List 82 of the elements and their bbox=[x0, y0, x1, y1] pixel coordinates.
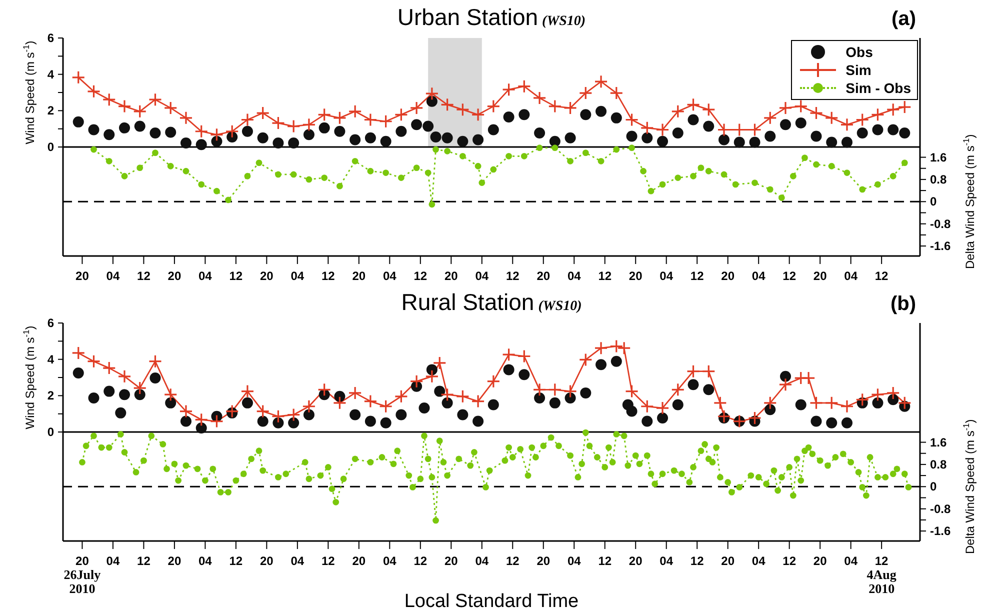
x-tick-label: 20 bbox=[721, 269, 735, 283]
x-tick-label: 12 bbox=[321, 554, 336, 568]
x-tick-label: 20 bbox=[536, 269, 550, 283]
x-tick-label: 04 bbox=[290, 554, 304, 568]
legend-label: Sim bbox=[846, 62, 872, 78]
x-tick-label: 04 bbox=[844, 269, 858, 283]
x-tick-label: 04 bbox=[567, 269, 582, 283]
x-tick-label: 12 bbox=[874, 269, 889, 283]
x-tick-label: 12 bbox=[321, 269, 336, 283]
y2-tick-label: 0 bbox=[930, 194, 937, 209]
y2-tick-label: -1.6 bbox=[930, 239, 952, 254]
x-tick-label: 04 bbox=[382, 269, 397, 283]
x-tick-label: 20 bbox=[168, 269, 182, 283]
y-tick-label: 4 bbox=[47, 352, 54, 366]
x-tick-label: 20 bbox=[444, 269, 458, 283]
x-tick-label: 12 bbox=[229, 269, 243, 283]
x-tick-label: 04 bbox=[752, 269, 766, 283]
y-tick-label: 2 bbox=[47, 104, 54, 118]
x-tick-label: 20 bbox=[444, 554, 458, 568]
x-tick-label: 20 bbox=[536, 554, 550, 568]
x-tick-label: 04 bbox=[106, 554, 120, 568]
x-tick-label: 20 bbox=[76, 269, 90, 283]
x-tick-label: 12 bbox=[690, 269, 704, 283]
x-tick-label: 12 bbox=[782, 554, 796, 568]
x-tick-label: 12 bbox=[414, 554, 428, 568]
x-tick-label: 04 bbox=[660, 554, 674, 568]
text: (b) bbox=[890, 293, 916, 316]
x-tick-label: 04 bbox=[106, 269, 120, 283]
x-tick-label: 12 bbox=[782, 269, 796, 283]
x-tick-label: 20 26July 2010 bbox=[64, 554, 102, 596]
x-tick-label: 04 bbox=[198, 269, 212, 283]
y2-tick-label: 1.6 bbox=[930, 150, 948, 164]
x-tick-label: 20 bbox=[352, 269, 366, 283]
y-tick-label: 0 bbox=[47, 425, 54, 439]
x-tick-label: 12 bbox=[137, 554, 151, 568]
legend-label: Obs bbox=[846, 44, 874, 60]
y-tick-label: 2 bbox=[47, 388, 54, 403]
x-tick-label: 04 bbox=[198, 554, 212, 568]
x-tick-label: 20 bbox=[168, 554, 182, 568]
y-tick-label: 6 bbox=[47, 31, 54, 45]
x-tick-label: 04 bbox=[290, 269, 304, 283]
x-tick-label: 04 bbox=[660, 269, 674, 283]
y-tick-label: 0 bbox=[47, 140, 54, 154]
x-tick-label: 20 bbox=[352, 554, 366, 568]
x-tick-label: 20 bbox=[628, 269, 643, 283]
x-tick-label: 20 bbox=[721, 554, 735, 568]
y2-tick-label: 0.8 bbox=[930, 172, 948, 186]
x-tick-label: 04 bbox=[752, 554, 766, 568]
y2-tick-label: 0 bbox=[930, 480, 937, 494]
x-axis-title: Local Standard Time bbox=[404, 591, 579, 609]
y-tick-label: 4 bbox=[47, 67, 54, 82]
x-tick-label: 20 bbox=[813, 554, 828, 568]
x-tick-label: 04 bbox=[382, 554, 397, 568]
y2-tick-label: -0.8 bbox=[930, 502, 952, 516]
legend-label: Sim - Obs bbox=[846, 80, 911, 96]
x-tick-label: 20 bbox=[260, 554, 274, 568]
y-tick-label: 6 bbox=[47, 316, 54, 330]
x-tick-label: 04 bbox=[567, 554, 582, 568]
y2-tick-label: -1.6 bbox=[930, 524, 952, 538]
x-tick-label: 12 bbox=[598, 269, 612, 283]
x-tick-label: 04 bbox=[475, 269, 489, 283]
y2-tick-label: 0.8 bbox=[930, 457, 948, 472]
x-tick-label: 12 4Aug 2010 bbox=[866, 554, 897, 596]
x-tick-label: 20 bbox=[813, 269, 828, 283]
y2-tick-label: 1.6 bbox=[930, 435, 948, 450]
x-tick-label: 12 bbox=[414, 269, 428, 283]
x-tick-label: 12 bbox=[137, 269, 151, 283]
x-tick-label: 04 bbox=[475, 554, 489, 568]
y2-tick-label: -0.8 bbox=[930, 216, 952, 231]
x-tick-label: 20 bbox=[628, 554, 643, 568]
chart-title: Urban Station bbox=[397, 4, 538, 30]
x-tick-label: 12 bbox=[506, 269, 520, 283]
x-tick-label: 12 bbox=[690, 554, 704, 568]
x-tick-label: 12 bbox=[229, 554, 243, 568]
x-tick-label: 04 bbox=[844, 554, 858, 568]
text: (a) bbox=[892, 8, 916, 31]
x-tick-label: 12 bbox=[598, 554, 612, 568]
chart-subtitle: (WS10) bbox=[538, 299, 582, 314]
x-tick-label: 20 bbox=[260, 269, 274, 283]
chart-title: Rural Station bbox=[401, 289, 534, 315]
chart-subtitle: (WS10) bbox=[542, 14, 586, 29]
x-tick-label: 12 bbox=[506, 554, 520, 568]
